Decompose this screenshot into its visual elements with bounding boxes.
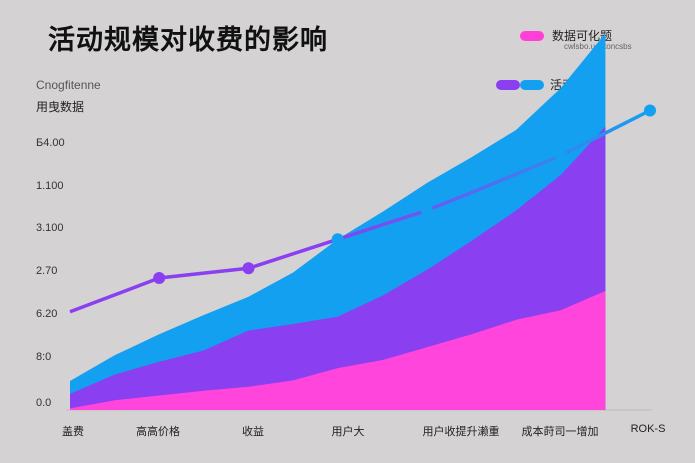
x-tick-label: 盖费 [62, 426, 84, 438]
x-tick-label: 用户大 [331, 426, 365, 438]
legend-swatch-pink [520, 30, 544, 41]
line-point [420, 204, 433, 217]
x-tick-label: 成本莳司一增加 [521, 426, 599, 438]
line-point [153, 272, 166, 284]
legend-swatch-activity [496, 79, 544, 90]
chart-unit-label: 用曳数据 [36, 100, 85, 114]
line-point [242, 262, 255, 275]
line-point [644, 104, 656, 117]
chart-subtitle: Cnogfitenne [36, 78, 101, 92]
y-tick-label: 1.100 [36, 180, 64, 192]
x-tick-label: 用户收提升濑重 [422, 426, 500, 438]
y-tick-label: 3.100 [36, 222, 64, 234]
chart-title: 活动规模对收费的影响 [48, 25, 328, 55]
x-tick-label: 高高价格 [136, 426, 180, 438]
trend-line [69, 108, 651, 314]
line-point [554, 149, 567, 162]
x-tick-label: ROK-S [630, 423, 666, 435]
y-tick-label: 8:0 [36, 351, 52, 363]
x-tick-label: 收益 [242, 426, 264, 438]
y-tick-label: 2.70 [36, 265, 58, 277]
legend-item-pink: 数据可化题 [520, 27, 612, 44]
y-tick-label: 6.20 [36, 308, 58, 320]
y-tick-label: Б4.00 [36, 137, 65, 149]
y-tick-label: 0.0 [36, 397, 52, 409]
line-point [331, 233, 344, 246]
legend-label-pink: 数据可化题 [552, 29, 613, 43]
area-series-0 [70, 290, 606, 410]
